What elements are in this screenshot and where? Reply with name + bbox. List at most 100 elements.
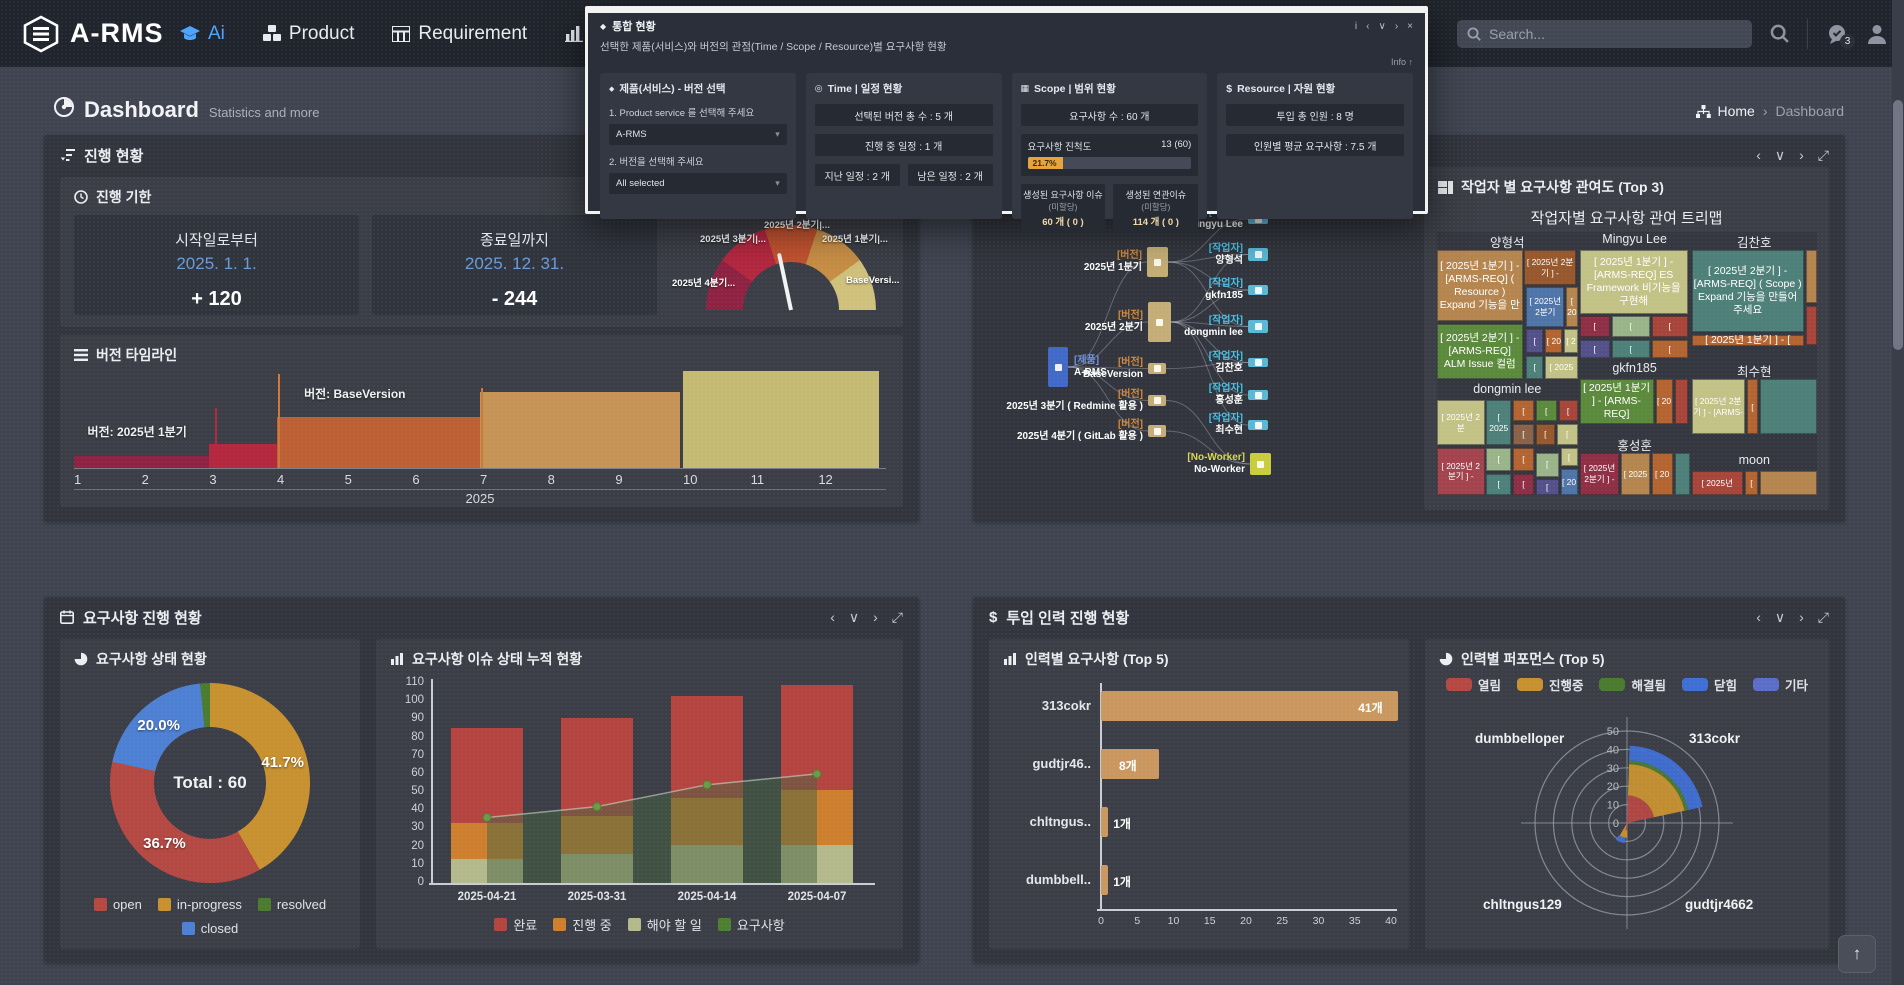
- treemap-cell[interactable]: [: [1560, 447, 1578, 467]
- treemap-cell[interactable]: [: [1486, 473, 1512, 495]
- treemap-cell[interactable]: [: [1579, 316, 1610, 338]
- network-worker-node[interactable]: [1248, 214, 1268, 224]
- treemap-cell[interactable]: [ 2025년 1분기 ] - [ARMS-REQ]: [1579, 379, 1654, 424]
- treemap-cell[interactable]: [1674, 379, 1688, 424]
- modal-next-button[interactable]: ›: [1394, 20, 1399, 32]
- treemap-cell[interactable]: [ 2025: [1486, 400, 1512, 446]
- treemap-cell[interactable]: [ 2025년 2분기 ] - [ARMS-REQ] ( Scope ) Exp…: [1691, 250, 1804, 332]
- bar-category-label: gudtjr46..: [1032, 756, 1091, 771]
- network-worker-node[interactable]: [1248, 320, 1268, 333]
- treemap-cell[interactable]: [: [1513, 423, 1534, 446]
- treemap-cell[interactable]: [: [1535, 479, 1559, 495]
- panel-expand-button[interactable]: ⤢: [1817, 146, 1829, 163]
- panel-collapse-button[interactable]: ∨: [848, 608, 860, 625]
- network-worker-node[interactable]: [1248, 248, 1268, 261]
- search-button[interactable]: [1770, 24, 1789, 43]
- treemap-cell[interactable]: [: [1513, 447, 1534, 472]
- network-version-node[interactable]: [1148, 395, 1166, 406]
- treemap-cell[interactable]: [: [1535, 452, 1559, 477]
- scroll-to-top-button[interactable]: ↑: [1838, 935, 1876, 973]
- network-product-node[interactable]: [1048, 347, 1068, 387]
- treemap-cell[interactable]: [ 20: [1566, 287, 1578, 327]
- treemap-cell[interactable]: [: [1526, 355, 1544, 380]
- treemap-cell[interactable]: [ 2025년 1분기 ] - [ARMS-REQ] ES Framework …: [1579, 250, 1688, 314]
- network-version-node[interactable]: [1148, 425, 1166, 437]
- panel-prev-button[interactable]: ‹: [830, 608, 835, 625]
- treemap-cell[interactable]: [: [1611, 316, 1650, 338]
- network-worker-label: [작업자] 김찬호: [1209, 351, 1243, 375]
- network-version-node[interactable]: [1148, 302, 1171, 342]
- network-worker-node[interactable]: [1248, 358, 1268, 367]
- search-input[interactable]: [1489, 25, 1742, 42]
- treemap-cell[interactable]: [: [1535, 400, 1557, 422]
- treemap-cell[interactable]: [: [1744, 471, 1759, 495]
- network-worker-node[interactable]: [1248, 420, 1268, 430]
- treemap-cell[interactable]: [1760, 379, 1817, 435]
- scrollbar-thumb[interactable]: [1893, 100, 1903, 350]
- treemap-cell[interactable]: [ 2025년 2분기 ] - [ARMS-REQ] ALM Issue 컬럼: [1437, 324, 1523, 380]
- panel-prev-button[interactable]: ‹: [1756, 146, 1761, 163]
- treemap-cell[interactable]: [ 2: [1564, 329, 1578, 353]
- modal-prev-button[interactable]: ‹: [1366, 20, 1370, 32]
- network-worker-node[interactable]: [1248, 390, 1268, 400]
- treemap-cell[interactable]: [ 2025년 1분기 ] - [: [1691, 334, 1804, 347]
- treemap-cell[interactable]: [: [1558, 400, 1578, 422]
- treemap-cell[interactable]: [ 2025년 1분기 ] - [ARMS-REQ] ( Resource ) …: [1437, 250, 1523, 322]
- treemap-cell[interactable]: [ 2025년: [1691, 471, 1743, 495]
- treemap-cell[interactable]: [ 2025년 2분기: [1526, 287, 1565, 327]
- menu-item-requirement[interactable]: Requirement: [392, 23, 527, 45]
- treemap-cell[interactable]: [ 2025년 2분기 ] - [ARMS-: [1691, 379, 1745, 435]
- panel-next-button[interactable]: ›: [1799, 608, 1804, 625]
- treemap-cell[interactable]: [ 2025: [1621, 452, 1650, 495]
- panel-next-button[interactable]: ›: [1799, 146, 1804, 163]
- treemap-cell[interactable]: [1674, 452, 1690, 495]
- treemap-cell[interactable]: [ 2025년 2분: [1437, 400, 1485, 446]
- treemap-cell[interactable]: [ 20: [1560, 468, 1578, 495]
- modal-info-label[interactable]: Info ↑: [1390, 57, 1413, 67]
- notifications-button[interactable]: 3: [1826, 23, 1855, 49]
- treemap-cell[interactable]: [: [1746, 379, 1759, 435]
- breadcrumb-home[interactable]: Home: [1696, 103, 1755, 119]
- treemap-cell[interactable]: [ 2025년 2분기 ] -: [1437, 447, 1485, 495]
- app-logo[interactable]: A-RMS: [0, 15, 180, 53]
- treemap-cell[interactable]: [: [1651, 339, 1688, 359]
- menu-item-ai[interactable]: Ai: [180, 23, 225, 45]
- user-button[interactable]: [1866, 23, 1888, 45]
- panel-collapse-button[interactable]: ∨: [1774, 608, 1786, 625]
- treemap-cell[interactable]: [: [1556, 423, 1578, 446]
- bar-chart-icon: [1004, 652, 1016, 665]
- treemap-cell[interactable]: [: [1526, 329, 1544, 353]
- panel-expand-button[interactable]: ⤢: [1817, 608, 1829, 625]
- treemap-cell[interactable]: [ 2025: [1545, 355, 1578, 380]
- treemap-cell[interactable]: [: [1535, 423, 1555, 446]
- treemap-cell[interactable]: [: [1513, 473, 1534, 495]
- treemap-cell[interactable]: [: [1486, 447, 1512, 472]
- treemap-cell[interactable]: [ 2025년 2분기 ] -: [1524, 250, 1576, 285]
- treemap-cell[interactable]: [: [1513, 400, 1534, 422]
- treemap-cell[interactable]: [ 20: [1651, 452, 1673, 495]
- treemap-cell[interactable]: [: [1651, 316, 1688, 338]
- network-version-node[interactable]: [1147, 247, 1168, 277]
- modal-info-button[interactable]: i: [1354, 20, 1358, 32]
- progress-value: 13 (60): [1161, 139, 1192, 150]
- treemap-cell[interactable]: [1760, 471, 1817, 495]
- network-worker-node[interactable]: [1248, 285, 1268, 295]
- menu-item-product[interactable]: Product: [262, 23, 354, 45]
- treemap-cell[interactable]: [: [1611, 339, 1650, 359]
- treemap-cell[interactable]: [ 20: [1655, 379, 1673, 424]
- panel-expand-button[interactable]: ⤢: [891, 608, 903, 625]
- treemap-cell[interactable]: [ 20: [1545, 329, 1563, 353]
- treemap-cell[interactable]: [1805, 305, 1817, 346]
- treemap-cell[interactable]: [: [1579, 339, 1610, 359]
- treemap-cell[interactable]: [1805, 250, 1817, 303]
- modal-close-button[interactable]: ×: [1407, 20, 1413, 32]
- product-select[interactable]: A-RMS ▾: [609, 124, 787, 145]
- panel-collapse-button[interactable]: ∨: [1774, 146, 1786, 163]
- treemap-cell[interactable]: [ 2025년 2분기 ] -: [1579, 452, 1620, 495]
- network-noworker-node[interactable]: [1250, 453, 1271, 475]
- network-version-node[interactable]: [1148, 363, 1166, 374]
- panel-next-button[interactable]: ›: [873, 608, 878, 625]
- modal-collapse-button[interactable]: ∨: [1378, 20, 1386, 32]
- version-select[interactable]: All selected ▾: [609, 173, 787, 194]
- panel-prev-button[interactable]: ‹: [1756, 608, 1761, 625]
